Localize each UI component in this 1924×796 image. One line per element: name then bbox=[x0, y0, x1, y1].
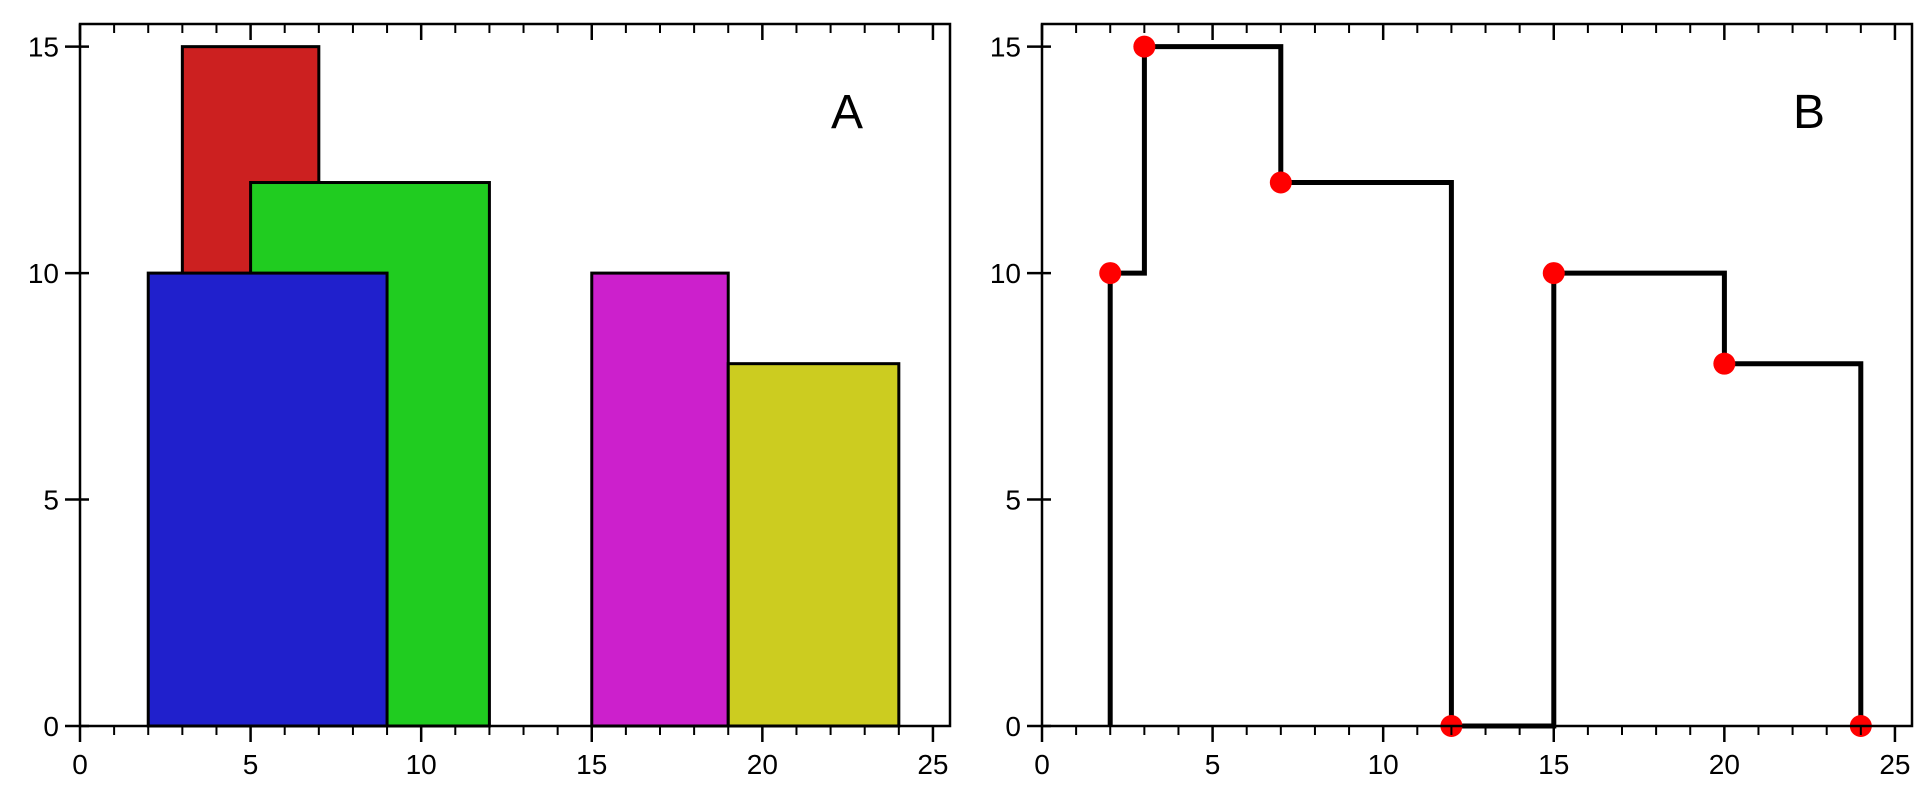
y-tick-label: 10 bbox=[990, 258, 1021, 289]
panel-background bbox=[962, 0, 1924, 796]
y-tick-label: 5 bbox=[1005, 485, 1021, 516]
y-tick-label: 10 bbox=[28, 258, 59, 289]
x-tick-label: 20 bbox=[747, 749, 778, 780]
x-tick-label: 25 bbox=[917, 749, 948, 780]
y-tick-label: 15 bbox=[28, 32, 59, 63]
x-tick-label: 5 bbox=[243, 749, 259, 780]
y-tick-label: 0 bbox=[1005, 711, 1021, 742]
panel-a-chart: 0 5 10 15 20 25 0 5 10 15 A bbox=[27, 22, 952, 780]
x-tick-label: 10 bbox=[1368, 749, 1399, 780]
key-point-dot bbox=[1713, 352, 1736, 375]
key-point-dot bbox=[1133, 35, 1156, 58]
axes-frame bbox=[1040, 22, 1914, 728]
panel-b-chart: 0 5 10 15 20 25 0 5 10 15 B bbox=[962, 0, 1924, 796]
y-tick-label: 5 bbox=[43, 485, 59, 516]
x-tick-label: 0 bbox=[1034, 749, 1050, 780]
panel-label: A bbox=[831, 86, 863, 139]
x-tick-label: 5 bbox=[1205, 749, 1221, 780]
x-tick-label: 15 bbox=[1538, 749, 1569, 780]
key-point-dot bbox=[1099, 262, 1122, 285]
key-point-dot bbox=[1542, 262, 1565, 285]
yellow-building bbox=[726, 362, 901, 728]
x-tick-label: 25 bbox=[1879, 749, 1910, 780]
skyline-path bbox=[1107, 44, 1864, 729]
y-tick-label: 15 bbox=[990, 32, 1021, 63]
key-point-dot bbox=[1269, 171, 1292, 194]
x-tick-label: 20 bbox=[1709, 749, 1740, 780]
magenta-building bbox=[590, 271, 730, 728]
x-tick-label: 10 bbox=[406, 749, 437, 780]
x-tick-label: 0 bbox=[72, 749, 88, 780]
panel-label: B bbox=[1793, 86, 1825, 139]
x-tick-label: 15 bbox=[576, 749, 607, 780]
blue-building bbox=[146, 271, 389, 728]
y-tick-label: 0 bbox=[43, 711, 59, 742]
axes-frame bbox=[78, 22, 952, 728]
